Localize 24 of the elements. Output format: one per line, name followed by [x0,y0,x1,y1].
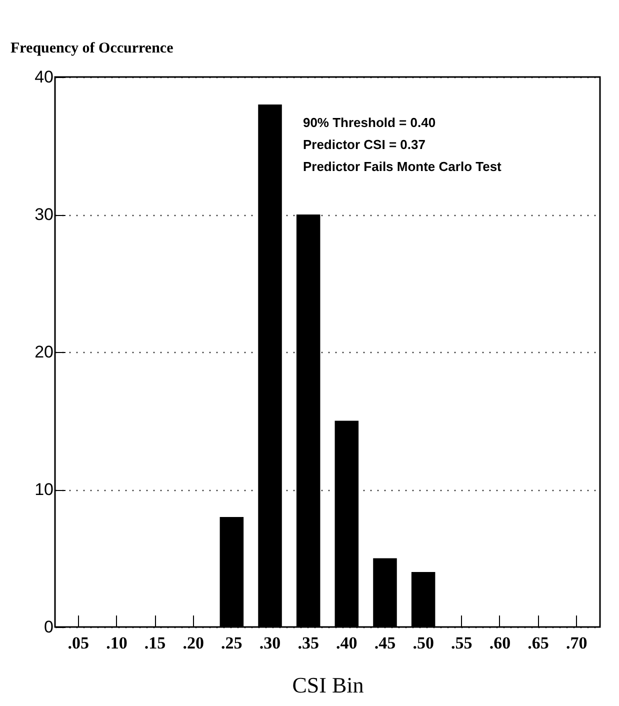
x-tick-label: .10 [106,634,128,652]
x-tick-label: .55 [451,634,472,652]
y-tick-label: 40 [34,68,54,86]
y-tick-label: 0 [44,618,54,636]
y-axis-title: Frequency of Occurrence [10,40,174,56]
x-tick-label: .30 [259,634,281,652]
x-tick-label: .15 [144,634,166,652]
y-tick-label: 20 [34,342,54,362]
annotation: Predictor Fails Monte Carlo Test [302,159,502,174]
x-tick-label: .35 [298,634,319,652]
x-tick-label: .20 [182,634,204,652]
x-tick-label: .40 [336,634,358,652]
x-tick-label: .45 [374,634,396,652]
x-tick-label: .60 [489,634,511,652]
x-tick-label: .70 [566,634,588,652]
x-tick-label: .50 [412,634,434,652]
y-tick-label: 10 [34,480,54,499]
x-tick-label: .25 [221,634,242,652]
x-tick-label: .65 [528,634,549,652]
annotation: Predictor CSI = 0.37 [302,137,426,152]
y-tick-label: 30 [34,205,54,224]
annotation: 90% Threshold = 0.40 [302,115,436,130]
x-axis-title: CSI Bin [292,672,364,698]
x-tick-label: .05 [68,634,90,652]
